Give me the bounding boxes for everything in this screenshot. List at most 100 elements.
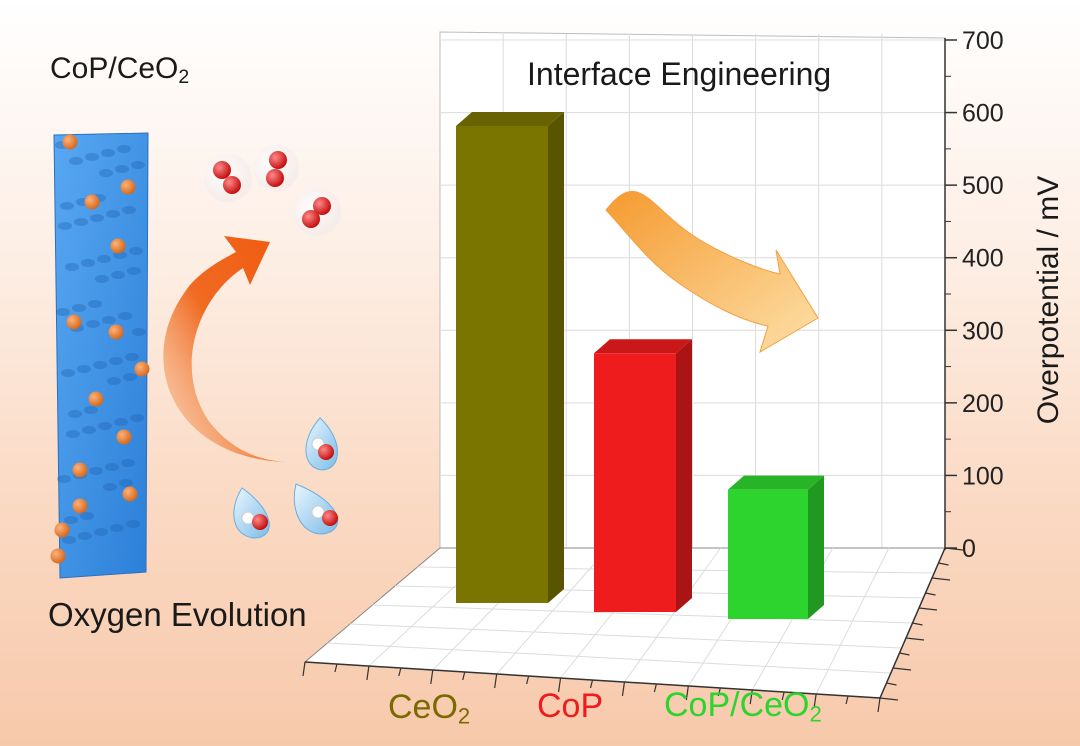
texture-spot	[105, 463, 119, 471]
y-axis-label: Overpotential / mV	[1032, 175, 1065, 425]
depth-tick	[892, 667, 912, 671]
cop-particle	[62, 134, 78, 150]
y-tick-label: 400	[962, 245, 1004, 273]
water-droplet-2	[233, 487, 270, 539]
texture-spot	[95, 275, 109, 283]
texture-spot	[121, 459, 135, 467]
cop-particle	[72, 498, 88, 514]
bar-top	[456, 112, 564, 126]
texture-spot	[103, 483, 117, 491]
texture-spot	[60, 202, 74, 210]
x-tick	[366, 665, 370, 681]
x-tick	[462, 671, 466, 681]
bar-cop	[594, 339, 692, 612]
floor-gridline	[327, 642, 891, 674]
texture-spot	[115, 165, 129, 173]
texture-spot	[101, 149, 115, 157]
bar-series	[456, 112, 824, 619]
texture-spot	[127, 267, 141, 275]
texture-spot	[131, 161, 145, 169]
texture-spot	[64, 516, 78, 524]
cop-particle	[120, 179, 136, 195]
water-droplet-3	[293, 483, 338, 535]
texture-spot	[130, 414, 144, 422]
y-axis-ticks: 0 100 200 300 400 500 600 700	[945, 27, 1004, 563]
texture-spot	[122, 206, 136, 214]
texture-spot	[123, 373, 137, 381]
texture-spot	[106, 210, 120, 218]
floor-gridline	[349, 623, 902, 649]
cop-particle	[66, 314, 82, 330]
texture-spot	[114, 418, 128, 426]
cop-particle	[54, 522, 70, 538]
texture-spot	[107, 377, 121, 385]
y-tick-label: 700	[962, 27, 1004, 55]
bar-side	[548, 112, 564, 603]
bar-front	[728, 489, 808, 619]
cop-particle	[108, 324, 124, 340]
x-tick	[845, 695, 849, 705]
depth-tick	[879, 697, 899, 701]
cop-particle	[84, 194, 100, 210]
depth-tick	[918, 607, 938, 611]
y-tick-label: 100	[962, 462, 1004, 490]
x-category-label: CoP	[537, 687, 604, 725]
y-tick-label: 500	[962, 172, 1004, 200]
texture-spot	[110, 524, 124, 532]
bar-front	[594, 353, 676, 612]
x-tick	[526, 675, 530, 685]
decreasing-trend-arrow	[605, 190, 819, 354]
x-tick	[589, 679, 594, 689]
texture-spot	[99, 169, 113, 177]
texture-spot	[117, 145, 131, 153]
x-tick	[813, 693, 817, 709]
texture-spot	[129, 247, 143, 255]
depth-tick	[925, 592, 936, 596]
depth-tick	[899, 652, 910, 656]
texture-spot	[88, 300, 102, 308]
texture-spot	[86, 320, 100, 328]
texture-spot	[126, 520, 140, 528]
texture-spot	[69, 157, 83, 165]
texture-spot	[98, 422, 112, 430]
carrier-texture	[55, 141, 146, 544]
x-tick	[557, 677, 562, 693]
material-label: CoP/CeO2	[50, 52, 190, 88]
texture-spot	[81, 259, 95, 267]
texture-spot	[61, 369, 75, 377]
texture-spot	[109, 357, 123, 365]
bar-top	[594, 339, 692, 354]
x-tick	[302, 661, 306, 677]
texture-spot	[65, 263, 79, 271]
texture-spot	[90, 214, 104, 222]
bar-cop-ceo2	[728, 475, 824, 619]
y-tick-label: 200	[962, 390, 1004, 418]
texture-spot	[97, 255, 111, 263]
x-tick	[749, 689, 753, 705]
x-tick	[621, 681, 626, 697]
texture-spot	[78, 532, 92, 540]
texture-spot	[125, 353, 139, 361]
x-axis-ticks	[302, 661, 881, 713]
depth-axis-ticks	[879, 547, 964, 701]
x-category-label: CeO2	[388, 688, 471, 729]
bar-ceo2	[456, 112, 564, 603]
texture-spot	[82, 426, 96, 434]
x-tick	[430, 669, 434, 685]
texture-spot	[72, 304, 86, 312]
depth-tick	[886, 682, 897, 686]
electrode-illustration	[50, 132, 341, 579]
x-tick	[398, 667, 402, 677]
y-tick-label: 300	[962, 317, 1004, 345]
o2-molecule-3	[293, 188, 341, 236]
cop-particle	[122, 486, 138, 502]
texture-spot	[84, 406, 98, 414]
texture-spot	[68, 410, 82, 418]
cop-particles	[50, 134, 150, 564]
cop-particle	[72, 462, 88, 478]
o2-molecule-1	[204, 154, 252, 202]
chart-title: Interface Engineering	[527, 56, 832, 92]
cop-particle	[134, 361, 150, 377]
texture-spot	[94, 528, 108, 536]
cop-particle	[116, 429, 132, 445]
